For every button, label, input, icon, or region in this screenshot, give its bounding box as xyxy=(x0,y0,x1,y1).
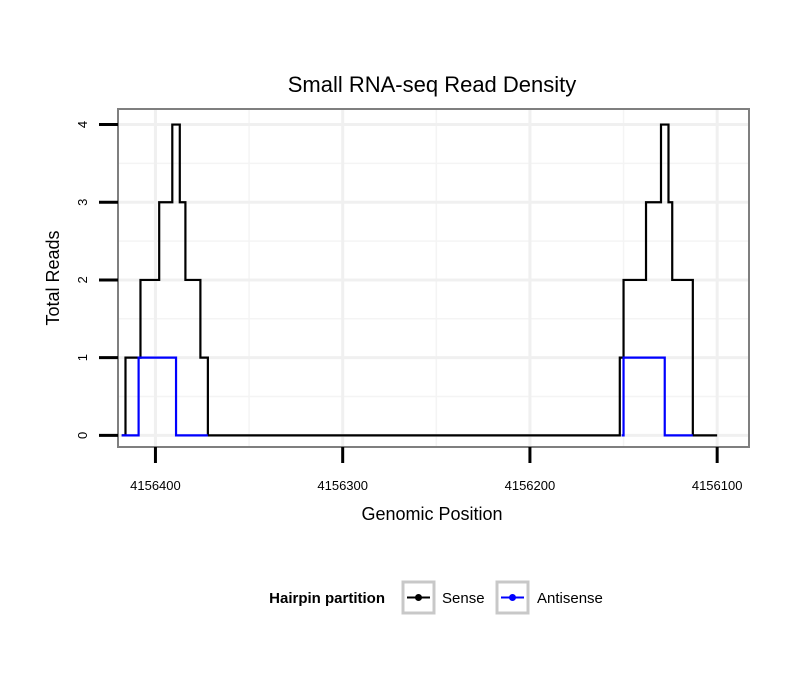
legend-label-antisense: Antisense xyxy=(537,590,603,607)
series-layer xyxy=(121,123,718,437)
ticks-layer: 4156400 4156300 4156200 4156100 0 1 2 3 4 xyxy=(75,121,742,493)
y-tick-label: 0 xyxy=(75,432,90,439)
x-tick-label: 4156300 xyxy=(317,478,368,493)
series-line-antisense xyxy=(121,356,208,437)
x-tick-label: 4156400 xyxy=(130,478,181,493)
y-axis-title: Total Reads xyxy=(43,230,63,325)
legend-key-antisense-point xyxy=(509,594,516,601)
y-tick-label: 1 xyxy=(75,354,90,361)
y-tick-label: 3 xyxy=(75,199,90,206)
legend-title: Hairpin partition xyxy=(269,590,385,607)
legend: Hairpin partition Sense Antisense xyxy=(269,580,603,615)
y-tick-label: 4 xyxy=(75,121,90,128)
legend-label-sense: Sense xyxy=(442,590,485,607)
x-axis-title: Genomic Position xyxy=(361,504,502,524)
series-line-sense xyxy=(121,123,718,437)
plot-panel-border xyxy=(117,108,750,448)
grid-layer xyxy=(118,109,749,447)
series-line-antisense xyxy=(621,356,693,437)
y-tick-label: 2 xyxy=(75,276,90,283)
x-tick-label: 4156200 xyxy=(505,478,556,493)
legend-key-sense-point xyxy=(415,594,422,601)
x-tick-label: 4156100 xyxy=(692,478,743,493)
chart-title: Small RNA-seq Read Density xyxy=(288,72,577,97)
